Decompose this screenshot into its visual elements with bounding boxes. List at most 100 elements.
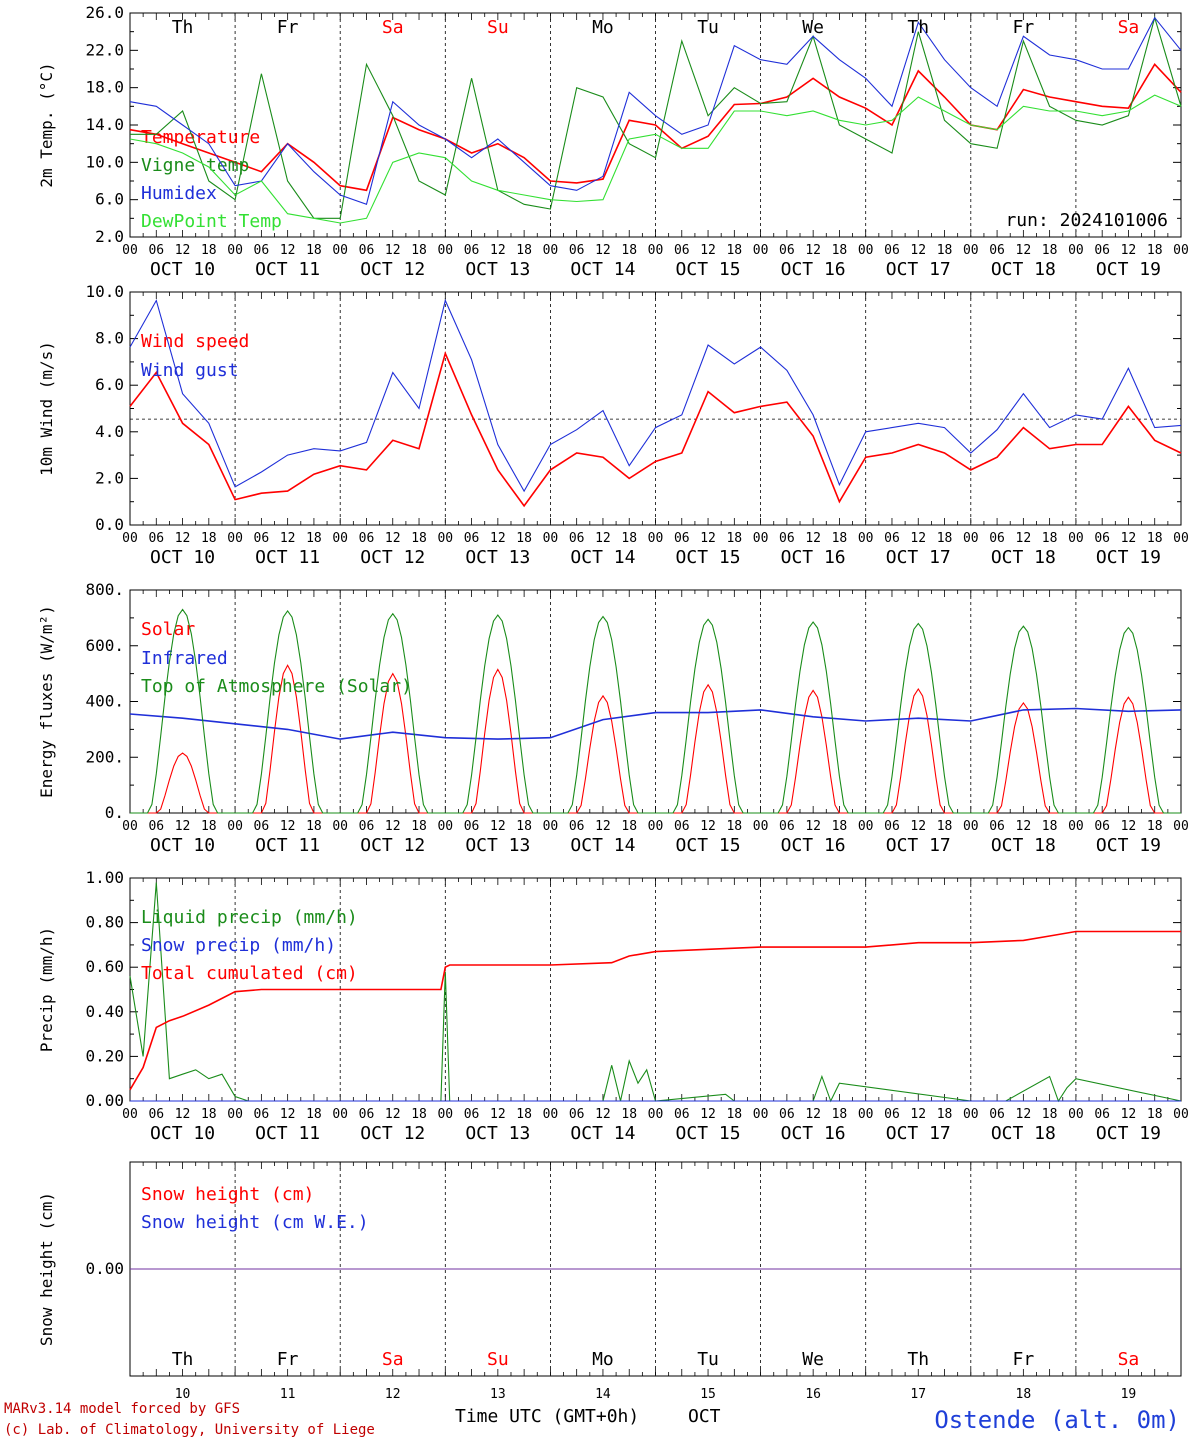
hour-tick-label: 00 <box>963 243 979 258</box>
hour-tick-label: 06 <box>989 531 1005 546</box>
panel-temp: 2.0 6.0 10.0 14.0 18.0 22.0 26.0 2m Temp. (°C) T… <box>37 3 1189 280</box>
hour-tick-label: 00 <box>122 1107 138 1122</box>
date-label: OCT 12 <box>360 259 425 280</box>
series-line-vigne-temp <box>130 15 1182 219</box>
y-tick-label: 14.0 <box>85 115 124 134</box>
date-label: OCT 10 <box>150 1123 215 1144</box>
hour-tick-label: 06 <box>989 1107 1005 1122</box>
hour-tick-label: 18 <box>621 1107 637 1122</box>
hour-tick-label: 00 <box>1173 531 1189 546</box>
hour-tick-label: 18 <box>937 531 953 546</box>
weekday-label: Fr <box>277 17 299 38</box>
hour-tick-label: 12 <box>490 243 506 258</box>
hour-tick-label: 12 <box>595 1107 611 1122</box>
hour-tick-label: 18 <box>832 531 848 546</box>
hour-tick-label: 18 <box>832 1107 848 1122</box>
hour-tick-label: 18 <box>832 819 848 834</box>
hour-tick-label: 00 <box>858 819 874 834</box>
hour-tick-label: 06 <box>674 243 690 258</box>
hour-tick-label: 18 <box>937 819 953 834</box>
date-label: OCT 11 <box>255 547 320 568</box>
hour-tick-label: 18 <box>621 243 637 258</box>
weekday-label: Mo <box>592 1349 614 1370</box>
y-tick-label: 10.0 <box>85 152 124 171</box>
series-line-wind-gust <box>129 298 1182 493</box>
legend-entry: Snow height (cm W.E.) <box>141 1212 369 1233</box>
day-number-label: 10 <box>175 1387 191 1402</box>
y-axis-label: 10m Wind (m/s) <box>37 341 56 476</box>
date-label: OCT 14 <box>570 1123 635 1144</box>
weekday-label: Th <box>907 1349 929 1370</box>
hour-tick-label: 00 <box>753 243 769 258</box>
date-label: OCT 13 <box>465 259 530 280</box>
hour-tick-label: 06 <box>464 531 480 546</box>
y-tick-label: 600. <box>85 636 124 655</box>
date-label: OCT 18 <box>991 259 1056 280</box>
hour-tick-label: 00 <box>122 531 138 546</box>
y-tick-label: 0. <box>105 803 124 822</box>
hour-tick-label: 00 <box>1068 819 1084 834</box>
date-label: OCT 18 <box>991 547 1056 568</box>
date-label: OCT 10 <box>150 547 215 568</box>
y-tick-label: 0.00 <box>85 1091 124 1110</box>
hour-tick-label: 12 <box>280 1107 296 1122</box>
day-number-label: 17 <box>910 1387 926 1402</box>
hour-tick-label: 18 <box>1147 819 1163 834</box>
weekday-label: Mo <box>592 17 614 38</box>
x-axis-label: Time UTC (GMT+0h) <box>455 1406 639 1427</box>
hour-tick-label: 00 <box>963 1107 979 1122</box>
hour-tick-label: 00 <box>543 1107 559 1122</box>
hour-tick-label: 00 <box>543 819 559 834</box>
y-tick-label: 0.20 <box>85 1046 124 1065</box>
weekday-label: Su <box>487 1349 509 1370</box>
weekday-label: Th <box>172 17 194 38</box>
hour-tick-label: 12 <box>595 243 611 258</box>
weekday-label: Sa <box>382 17 404 38</box>
y-axis-label: Snow height (cm) <box>37 1192 56 1346</box>
series-line-top-of-atmosphere-solar- <box>130 608 1181 814</box>
hour-tick-label: 18 <box>306 243 322 258</box>
date-label: OCT 19 <box>1096 547 1161 568</box>
hour-tick-label: 12 <box>385 243 401 258</box>
hour-tick-label: 18 <box>201 243 217 258</box>
weekday-label: Fr <box>277 1349 299 1370</box>
hour-tick-label: 18 <box>1147 1107 1163 1122</box>
date-label: OCT 14 <box>570 547 635 568</box>
date-label: OCT 18 <box>991 1123 1056 1144</box>
hour-tick-label: 06 <box>674 531 690 546</box>
date-label: OCT 16 <box>781 259 846 280</box>
hour-tick-label: 00 <box>858 531 874 546</box>
date-label: OCT 15 <box>676 835 741 856</box>
day-number-label: 11 <box>280 1387 296 1402</box>
hour-tick-label: 12 <box>490 1107 506 1122</box>
legend-entry: Liquid precip (mm/h) <box>141 907 358 928</box>
hour-tick-label: 12 <box>175 1107 191 1122</box>
date-label: OCT 19 <box>1096 259 1161 280</box>
date-label: OCT 13 <box>465 1123 530 1144</box>
date-label: OCT 15 <box>676 259 741 280</box>
series-line-temperature <box>129 62 1182 192</box>
hour-tick-label: 06 <box>1094 531 1110 546</box>
weekday-label: Sa <box>1118 17 1140 38</box>
legend-entry: Vigne temp <box>141 155 249 176</box>
panel-precip: 0.00 0.20 0.40 0.60 0.80 1.00 Precip (mm/h) Liq… <box>37 868 1189 1144</box>
y-tick-label: 4.0 <box>95 422 124 441</box>
hour-tick-label: 18 <box>726 531 742 546</box>
hour-tick-label: 12 <box>385 531 401 546</box>
date-label: OCT 13 <box>465 835 530 856</box>
hour-tick-label: 18 <box>516 819 532 834</box>
day-number-label: 19 <box>1121 1387 1137 1402</box>
hour-tick-label: 12 <box>700 819 716 834</box>
weekday-label: Tu <box>697 1349 719 1370</box>
hour-tick-label: 00 <box>1173 819 1189 834</box>
hour-tick-label: 18 <box>516 243 532 258</box>
series-line-dewpoint-temp <box>129 94 1182 224</box>
hour-tick-label: 12 <box>1016 531 1032 546</box>
legend-entry: Humidex <box>141 183 217 204</box>
hour-tick-label: 06 <box>884 1107 900 1122</box>
hour-tick-label: 00 <box>1068 243 1084 258</box>
date-label: OCT 17 <box>886 835 951 856</box>
day-number-label: 12 <box>385 1387 401 1402</box>
hour-tick-label: 12 <box>1121 531 1137 546</box>
date-label: OCT 16 <box>781 1123 846 1144</box>
